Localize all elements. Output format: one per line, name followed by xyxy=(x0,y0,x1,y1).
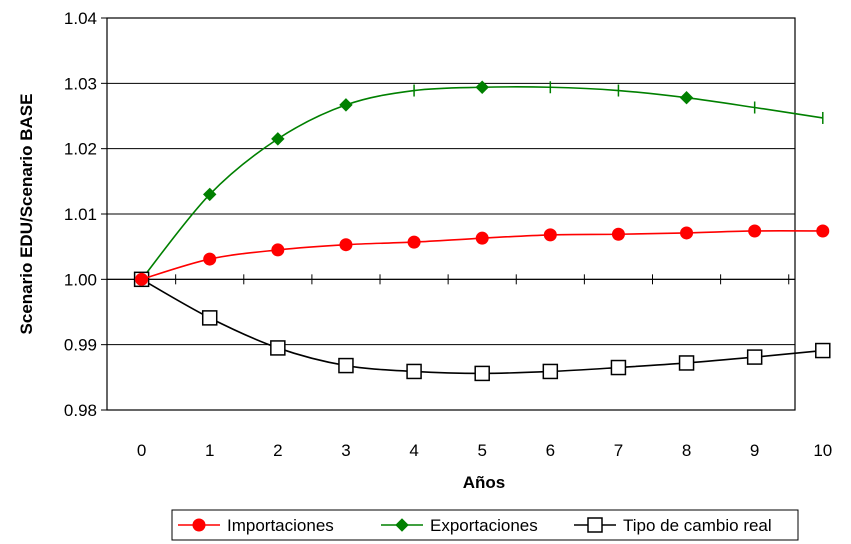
data-point xyxy=(611,227,625,241)
y-tick-label: 1.01 xyxy=(64,205,97,224)
data-point xyxy=(271,243,285,257)
x-tick-label: 2 xyxy=(273,441,282,460)
data-point xyxy=(542,363,559,380)
x-tick-label: 7 xyxy=(614,441,623,460)
x-tick-label: 4 xyxy=(409,441,418,460)
data-point xyxy=(815,342,831,359)
y-tick-label: 1.03 xyxy=(64,74,97,93)
data-point xyxy=(203,252,217,266)
legend-marker xyxy=(192,518,206,532)
data-point xyxy=(135,272,149,286)
legend-item: Importaciones xyxy=(178,516,334,535)
x-tick-label: 1 xyxy=(205,441,214,460)
data-point xyxy=(338,357,354,374)
data-point xyxy=(543,228,557,242)
x-tick-label: 9 xyxy=(750,441,759,460)
data-point xyxy=(475,80,489,94)
legend-label: Importaciones xyxy=(227,516,334,535)
x-tick-label: 8 xyxy=(682,441,691,460)
legend-marker xyxy=(395,518,409,532)
y-tick-label: 1.00 xyxy=(64,270,97,289)
legend-item: Tipo de cambio real xyxy=(574,516,772,535)
y-axis: 0.98 0.99 1.00 1.01 1.02 1.03 1.04 xyxy=(64,9,107,420)
data-point xyxy=(270,340,286,356)
data-point xyxy=(475,231,489,245)
x-tick-label: 5 xyxy=(477,441,486,460)
legend-box xyxy=(171,509,799,541)
x-tick-label: 0 xyxy=(137,441,146,460)
series-line xyxy=(140,86,823,280)
data-point xyxy=(679,90,694,105)
y-tick-label: 0.99 xyxy=(64,336,97,355)
legend-item: Exportaciones xyxy=(381,516,538,535)
data-point xyxy=(748,224,762,238)
series-layer xyxy=(133,80,831,382)
data-point xyxy=(680,226,694,240)
x-axis: 0 1 2 3 4 5 6 7 8 9 10 xyxy=(107,274,832,460)
x-tick-label: 3 xyxy=(341,441,350,460)
data-point xyxy=(339,238,353,252)
series-line xyxy=(141,278,823,375)
data-point xyxy=(271,132,285,146)
x-tick-label: 10 xyxy=(813,441,832,460)
legend-label: Exportaciones xyxy=(430,516,538,535)
x-tick-label: 6 xyxy=(546,441,555,460)
series-tipo-de-cambio-real xyxy=(133,271,831,382)
series-importaciones xyxy=(135,224,830,286)
y-tick-label: 1.02 xyxy=(64,140,97,159)
data-point xyxy=(339,98,353,112)
data-point xyxy=(474,365,490,382)
legend-marker xyxy=(587,517,603,533)
data-point xyxy=(610,359,627,376)
legend: Importaciones Exportaciones Tipo de cambio… xyxy=(171,509,799,541)
data-point xyxy=(816,224,830,238)
y-axis-title: Scenario EDU/Scenario BASE xyxy=(17,94,36,335)
data-point xyxy=(203,187,217,202)
data-point xyxy=(678,355,695,371)
data-point xyxy=(201,310,218,326)
legend-label: Tipo de cambio real xyxy=(623,516,772,535)
gridlines xyxy=(107,82,795,346)
y-tick-label: 0.98 xyxy=(64,401,97,420)
data-point xyxy=(746,349,763,365)
x-axis-title: Años xyxy=(463,473,506,492)
data-point xyxy=(406,363,422,380)
data-point xyxy=(407,235,421,249)
y-tick-label: 1.04 xyxy=(64,9,97,28)
